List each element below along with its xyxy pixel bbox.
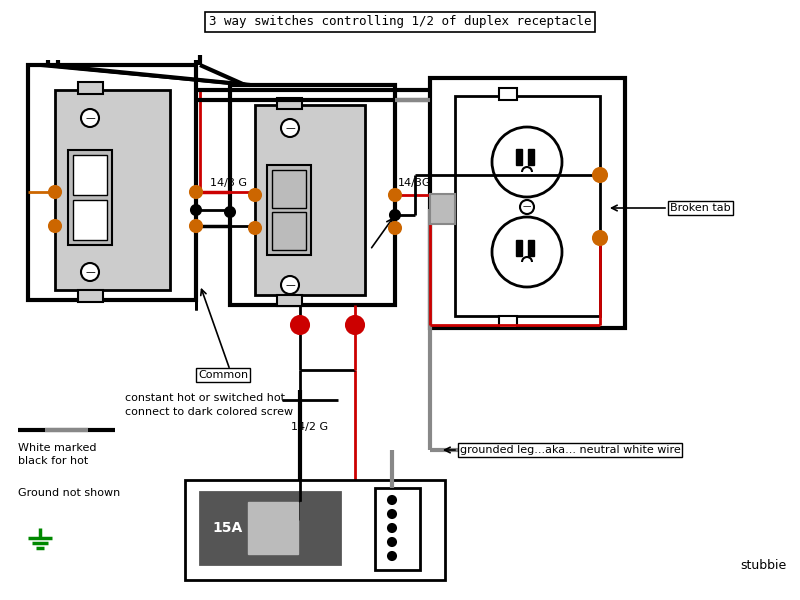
Bar bbox=[267, 165, 311, 255]
Text: black for hot: black for hot bbox=[18, 456, 88, 466]
Text: grounded leg...aka... neutral white wire: grounded leg...aka... neutral white wire bbox=[460, 445, 681, 455]
Circle shape bbox=[388, 496, 396, 504]
Text: connect to dark colored screw: connect to dark colored screw bbox=[125, 407, 293, 417]
Text: Common: Common bbox=[198, 370, 248, 380]
Text: 3 way switches controlling 1/2 of duplex receptacle: 3 way switches controlling 1/2 of duplex… bbox=[209, 16, 591, 28]
Circle shape bbox=[346, 316, 364, 334]
Circle shape bbox=[389, 222, 401, 234]
Bar bbox=[528, 240, 534, 256]
Text: —: — bbox=[285, 280, 295, 290]
Circle shape bbox=[81, 263, 99, 281]
Bar bbox=[499, 88, 517, 100]
Text: constant hot or switched hot: constant hot or switched hot bbox=[125, 393, 285, 403]
Text: Ground not shown: Ground not shown bbox=[18, 488, 120, 498]
Bar bbox=[28, 65, 196, 300]
Bar bbox=[255, 105, 365, 295]
Text: —: — bbox=[523, 202, 531, 211]
Bar bbox=[516, 240, 522, 256]
Circle shape bbox=[388, 552, 396, 560]
Circle shape bbox=[492, 217, 562, 287]
Bar bbox=[455, 96, 600, 316]
Bar bbox=[55, 90, 170, 290]
Bar bbox=[78, 82, 103, 94]
Circle shape bbox=[281, 119, 299, 137]
Circle shape bbox=[190, 186, 202, 198]
Circle shape bbox=[388, 524, 396, 532]
Bar bbox=[68, 150, 112, 245]
Bar bbox=[248, 502, 298, 554]
Circle shape bbox=[593, 231, 607, 245]
Circle shape bbox=[492, 127, 562, 197]
Bar bbox=[277, 98, 302, 109]
Bar bbox=[272, 212, 306, 250]
Text: 14/2 G: 14/2 G bbox=[291, 422, 329, 432]
Circle shape bbox=[191, 205, 201, 215]
Circle shape bbox=[49, 220, 61, 232]
Bar bbox=[375, 488, 420, 570]
Circle shape bbox=[281, 276, 299, 294]
Circle shape bbox=[520, 200, 534, 214]
Bar bbox=[430, 78, 625, 328]
Circle shape bbox=[388, 538, 396, 546]
Bar bbox=[499, 316, 517, 328]
Bar bbox=[185, 480, 445, 580]
Text: 14/3G: 14/3G bbox=[398, 178, 431, 188]
Circle shape bbox=[225, 207, 235, 217]
Text: Broken tab: Broken tab bbox=[670, 203, 730, 213]
Bar bbox=[78, 290, 103, 302]
Bar bbox=[272, 170, 306, 208]
Text: White marked: White marked bbox=[18, 443, 97, 453]
Circle shape bbox=[593, 168, 607, 182]
Text: 14/3 G: 14/3 G bbox=[210, 178, 247, 188]
Circle shape bbox=[81, 109, 99, 127]
Bar bbox=[200, 492, 340, 564]
Bar bbox=[73, 200, 107, 240]
Bar bbox=[300, 502, 335, 554]
Circle shape bbox=[390, 210, 400, 220]
Text: stubbie: stubbie bbox=[740, 559, 786, 572]
Text: —: — bbox=[85, 113, 95, 123]
Bar bbox=[516, 149, 522, 165]
Circle shape bbox=[249, 189, 261, 201]
Circle shape bbox=[291, 316, 309, 334]
Text: 15A: 15A bbox=[212, 521, 242, 535]
Circle shape bbox=[389, 189, 401, 201]
Bar bbox=[277, 295, 302, 306]
Bar bbox=[230, 85, 395, 305]
Circle shape bbox=[388, 510, 396, 518]
Bar bbox=[73, 155, 107, 195]
Text: —: — bbox=[85, 267, 95, 277]
Circle shape bbox=[49, 186, 61, 198]
Text: —: — bbox=[285, 123, 295, 133]
Circle shape bbox=[249, 222, 261, 234]
Bar bbox=[528, 149, 534, 165]
Circle shape bbox=[190, 220, 202, 232]
Bar bbox=[430, 194, 455, 224]
